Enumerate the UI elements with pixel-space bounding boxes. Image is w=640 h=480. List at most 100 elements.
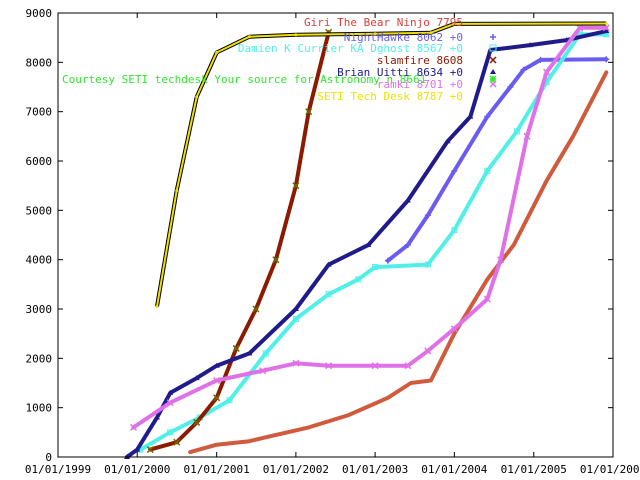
data-point: [604, 70, 608, 74]
data-point: [507, 84, 514, 90]
series-line: [131, 25, 609, 430]
data-point: [604, 22, 608, 26]
data-point: [146, 446, 154, 454]
data-point: [247, 439, 251, 443]
data-point: [603, 28, 610, 34]
data-point: [497, 256, 505, 264]
data-point: [602, 24, 610, 32]
data-point: [325, 261, 332, 267]
data-point: [292, 306, 299, 311]
series-line: [148, 30, 331, 452]
data-point: [252, 305, 260, 313]
plot-area: [124, 21, 610, 459]
data-point: [429, 379, 433, 383]
y-tick-label: 7000: [26, 106, 53, 119]
y-tick-label: 1000: [26, 402, 53, 415]
legend-marker: [490, 69, 496, 74]
data-point: [134, 446, 141, 452]
data-point: [452, 22, 456, 26]
data-point: [527, 42, 534, 48]
data-point: [371, 362, 379, 370]
legend-marker: [489, 56, 497, 64]
legend-label: SETI Tech Desk 8787 +0: [317, 90, 463, 103]
y-tick-label: 6000: [26, 155, 53, 168]
data-point: [193, 418, 201, 426]
data-point: [384, 257, 391, 264]
data-point: [246, 350, 253, 356]
y-tick-label: 4000: [26, 254, 53, 267]
x-tick-label: 01/01/2005: [501, 463, 567, 476]
data-point: [484, 167, 491, 174]
x-tick-label: 01/01/2000: [104, 463, 170, 476]
data-point: [215, 50, 219, 54]
y-tick-label: 5000: [26, 204, 53, 217]
data-point: [484, 113, 491, 120]
data-point: [167, 389, 174, 395]
data-point: [167, 429, 174, 436]
series-4: [124, 28, 610, 459]
annotation-text: Courtesy SETI techdesk Your source for A…: [62, 73, 426, 86]
series-0: [188, 70, 609, 455]
data-point: [294, 33, 298, 37]
series-1: [384, 56, 610, 264]
data-point: [247, 35, 251, 39]
data-point: [467, 113, 474, 119]
data-point: [523, 132, 531, 140]
data-point: [450, 325, 458, 333]
series-6: [155, 21, 608, 309]
data-point: [213, 362, 220, 368]
series-line: [156, 22, 607, 307]
y-tick-label: 0: [45, 451, 52, 464]
x-tick-label: 01/01/2002: [263, 463, 329, 476]
plot-frame: [57, 12, 614, 458]
data-point: [325, 291, 332, 298]
data-point: [213, 394, 221, 402]
legend-label: ramki 8701 +0: [377, 78, 463, 91]
series-line: [188, 70, 609, 455]
data-point: [226, 397, 233, 404]
y-tick-label: 9000: [26, 7, 53, 20]
data-point: [451, 167, 458, 174]
series-5: [130, 24, 610, 431]
data-point: [292, 315, 299, 322]
axes: 0 1000 2000 3000 4000 5000 6000 7000 8000 9000 01/…: [25, 7, 640, 476]
y-tick-label: 2000: [26, 352, 53, 365]
data-point: [520, 66, 527, 73]
data-point: [188, 450, 192, 454]
data-point: [215, 443, 219, 447]
legend-label: NightHawke 8062 +0: [344, 31, 463, 44]
data-point: [259, 367, 267, 375]
legend: Giri The Bear Ninjo 7795 NightHawke 8062 …: [238, 16, 497, 103]
data-point: [195, 95, 199, 99]
x-tick-label: 01/01/2003: [342, 463, 408, 476]
data-point: [365, 241, 372, 247]
data-point: [409, 381, 413, 385]
data-point: [404, 241, 411, 248]
legend-label: Giri The Bear Ninjo 7795: [304, 16, 463, 29]
data-point: [292, 182, 300, 190]
data-point: [272, 256, 280, 264]
series-line: [138, 32, 609, 452]
x-tick-label: 01/01/2001: [184, 463, 250, 476]
legend-marker: [489, 44, 497, 52]
data-point: [262, 350, 269, 357]
data-point: [193, 375, 200, 381]
data-point: [512, 243, 516, 247]
data-point: [307, 425, 311, 429]
data-point: [444, 138, 451, 144]
legend-label: Brian Uitti 8634 +0: [337, 66, 463, 79]
data-point: [603, 56, 610, 63]
data-point: [372, 264, 379, 271]
annotation: Courtesy SETI techdesk Your source for A…: [62, 73, 497, 86]
data-point: [130, 423, 138, 431]
annotation-marker: [489, 75, 497, 83]
data-point: [545, 179, 549, 183]
data-point: [292, 359, 300, 367]
data-point: [576, 24, 584, 32]
data-point: [429, 31, 433, 35]
data-point: [232, 344, 240, 352]
data-point: [424, 261, 431, 268]
legend-label: Damien K Currier KA Dghost 8567 +0: [238, 42, 463, 55]
